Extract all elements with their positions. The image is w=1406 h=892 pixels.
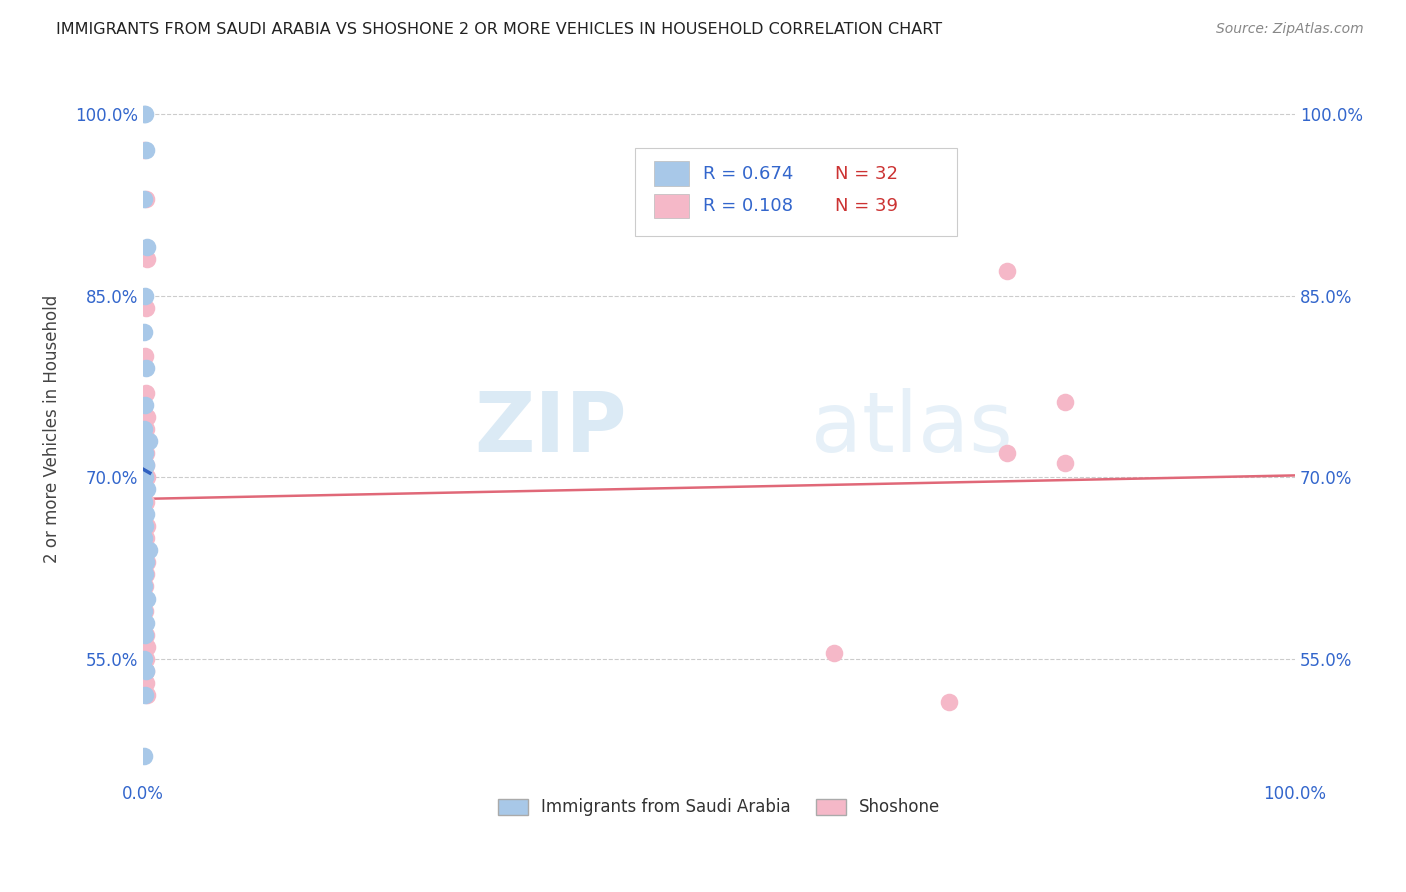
Point — [136, 591, 159, 606]
Point — [136, 518, 159, 533]
Point — [135, 422, 157, 436]
Point — [135, 458, 157, 473]
Point — [938, 694, 960, 708]
Text: Source: ZipAtlas.com: Source: ZipAtlas.com — [1216, 22, 1364, 37]
Point — [134, 628, 156, 642]
Point — [134, 518, 156, 533]
FancyBboxPatch shape — [654, 194, 689, 219]
Point — [134, 507, 156, 521]
Point — [135, 555, 157, 569]
Point — [135, 143, 157, 157]
Point — [134, 483, 156, 497]
Point — [135, 531, 157, 545]
Point — [136, 434, 159, 448]
Point — [134, 579, 156, 593]
Text: R = 0.108: R = 0.108 — [703, 197, 793, 215]
Point — [135, 676, 157, 690]
Point — [134, 567, 156, 582]
Point — [132, 604, 155, 618]
Point — [132, 579, 155, 593]
Point — [823, 646, 845, 660]
Point — [135, 628, 157, 642]
Point — [136, 252, 159, 267]
Text: N = 39: N = 39 — [835, 197, 898, 215]
Point — [132, 749, 155, 764]
Point — [132, 470, 155, 484]
Point — [132, 192, 155, 206]
Point — [134, 446, 156, 460]
Point — [135, 470, 157, 484]
Point — [1053, 395, 1076, 409]
Point — [134, 349, 156, 363]
Point — [136, 640, 159, 654]
Point — [134, 288, 156, 302]
Point — [132, 143, 155, 157]
Point — [135, 361, 157, 376]
Point — [132, 325, 155, 339]
Point — [136, 409, 159, 424]
Point — [135, 567, 157, 582]
Point — [135, 385, 157, 400]
Point — [136, 483, 159, 497]
Point — [135, 665, 157, 679]
Point — [1053, 456, 1076, 470]
Point — [134, 446, 156, 460]
Text: IMMIGRANTS FROM SAUDI ARABIA VS SHOSHONE 2 OR MORE VEHICLES IN HOUSEHOLD CORRELA: IMMIGRANTS FROM SAUDI ARABIA VS SHOSHONE… — [56, 22, 942, 37]
Point — [132, 652, 155, 666]
Point — [995, 264, 1018, 278]
Point — [132, 531, 155, 545]
Y-axis label: 2 or more Vehicles in Household: 2 or more Vehicles in Household — [44, 294, 60, 563]
Point — [135, 192, 157, 206]
Point — [135, 507, 157, 521]
Text: R = 0.674: R = 0.674 — [703, 165, 793, 183]
Text: atlas: atlas — [811, 388, 1012, 469]
Point — [135, 665, 157, 679]
Point — [135, 446, 157, 460]
Point — [135, 652, 157, 666]
Point — [135, 591, 157, 606]
FancyBboxPatch shape — [654, 161, 689, 186]
Point — [134, 543, 156, 558]
Legend: Immigrants from Saudi Arabia, Shoshone: Immigrants from Saudi Arabia, Shoshone — [489, 790, 949, 825]
Point — [134, 107, 156, 121]
Point — [134, 470, 156, 484]
Point — [136, 555, 159, 569]
Point — [134, 615, 156, 630]
Text: ZIP: ZIP — [474, 388, 627, 469]
Point — [134, 398, 156, 412]
Point — [135, 494, 157, 508]
Point — [132, 422, 155, 436]
Point — [135, 458, 157, 473]
Point — [136, 470, 159, 484]
Point — [995, 446, 1018, 460]
Point — [134, 689, 156, 703]
Point — [134, 604, 156, 618]
Point — [134, 458, 156, 473]
Point — [135, 615, 157, 630]
Point — [132, 107, 155, 121]
FancyBboxPatch shape — [636, 148, 957, 235]
Point — [138, 543, 160, 558]
Point — [138, 434, 160, 448]
Text: N = 32: N = 32 — [835, 165, 898, 183]
Point — [132, 494, 155, 508]
Point — [136, 240, 159, 254]
Point — [135, 301, 157, 315]
Point — [136, 689, 159, 703]
